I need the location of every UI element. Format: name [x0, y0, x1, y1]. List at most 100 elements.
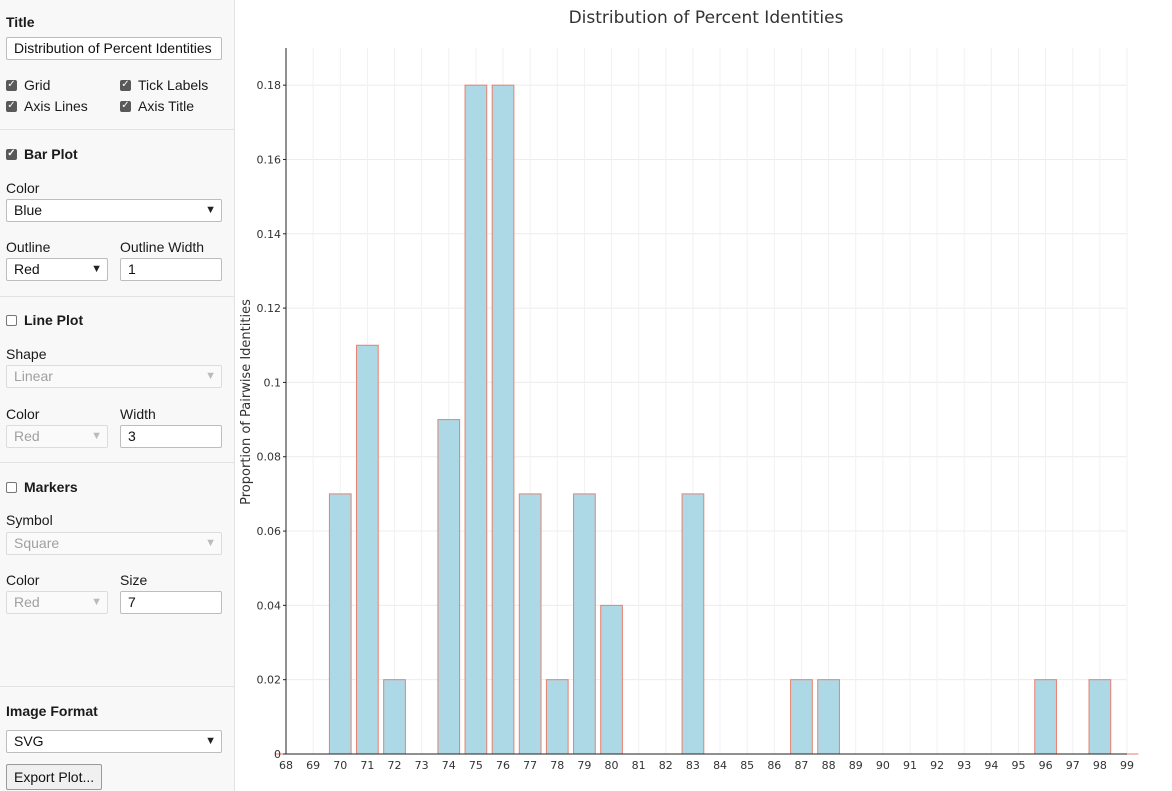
bar-plot-checkbox[interactable]: ✓ Bar Plot: [6, 146, 78, 162]
bar-80: [600, 604, 623, 755]
outline-width-label: Outline Width: [120, 239, 205, 255]
x-tick-label: 78: [550, 759, 564, 772]
bar-plot-label: Bar Plot: [24, 146, 78, 162]
y-axis-label: Proportion of Pairwise Identities: [239, 299, 254, 505]
x-tick-label: 84: [713, 759, 727, 772]
image-format-label: Image Format: [6, 703, 98, 719]
shape-value: Linear: [14, 368, 53, 384]
x-tick-label: 68: [279, 759, 293, 772]
bar-72: [383, 679, 406, 755]
check-icon: ✓: [120, 79, 131, 91]
line-color-label: Color: [6, 406, 40, 422]
line-color-select[interactable]: Red ▼: [6, 425, 108, 448]
axes: [285, 48, 1127, 755]
x-tick-label: 94: [984, 759, 998, 772]
title-label: Title: [6, 14, 35, 30]
axis-lines-label: Axis Lines: [24, 98, 88, 114]
chevron-down-icon: ▼: [205, 204, 216, 216]
x-tick-label: 89: [849, 759, 863, 772]
x-tick-label: 70: [333, 759, 347, 772]
bar-83: [681, 493, 705, 755]
checkbox-empty-icon: [6, 481, 17, 493]
chevron-down-icon: ▼: [205, 537, 216, 549]
x-tick-label: 96: [1039, 759, 1053, 772]
line-width-input[interactable]: 3: [120, 425, 222, 448]
divider: [0, 686, 235, 687]
x-tick-label: 88: [822, 759, 836, 772]
shape-select[interactable]: Linear ▼: [6, 365, 222, 388]
bar-87: [790, 679, 813, 755]
bar-71: [356, 344, 379, 755]
x-tick-label: 86: [767, 759, 781, 772]
bar-color-label: Color: [6, 180, 40, 196]
line-plot-label: Line Plot: [24, 312, 84, 328]
checkbox-empty-icon: [6, 314, 17, 326]
x-tick-label: 72: [388, 759, 402, 772]
y-tick-label: 0.02: [257, 674, 282, 687]
y-ticks: 0 0.02 0.04 0.06 0.08 0.1 0.12 0.14 0.16 0.18: [257, 79, 286, 761]
title-input[interactable]: Distribution of Percent Identities: [6, 37, 222, 60]
markers-checkbox[interactable]: Markers: [6, 479, 78, 495]
axis-lines-checkbox[interactable]: ✓ Axis Lines: [6, 98, 88, 114]
bar-96: [1034, 679, 1057, 755]
outline-select[interactable]: Red ▼: [6, 258, 108, 281]
grid-label: Grid: [24, 77, 51, 93]
bar-77: [518, 493, 542, 755]
y-tick-label: 0.04: [257, 599, 282, 612]
marker-size-input[interactable]: 7: [120, 591, 222, 614]
marker-color-label: Color: [6, 572, 40, 588]
y-tick-label: 0.16: [257, 153, 282, 166]
export-plot-button[interactable]: Export Plot...: [6, 764, 103, 790]
marker-size-label: Size: [120, 572, 148, 588]
bar-color-select[interactable]: Blue ▼: [6, 199, 222, 222]
line-width-label: Width: [120, 406, 156, 422]
symbol-select[interactable]: Square ▼: [6, 532, 222, 555]
chart: Distribution of Percent Identities Propo…: [239, 8, 1139, 772]
control-panel: Title Distribution of Percent Identities…: [0, 0, 235, 791]
divider: [0, 462, 235, 463]
divider: [0, 296, 235, 297]
chevron-down-icon: ▼: [91, 596, 102, 608]
chevron-down-icon: ▼: [205, 735, 216, 747]
y-tick-label: 0.18: [257, 79, 282, 92]
axis-title-checkbox[interactable]: ✓ Axis Title: [120, 98, 194, 114]
x-tick-label: 87: [794, 759, 808, 772]
y-tick-label: 0.12: [257, 302, 282, 315]
divider: [0, 129, 235, 130]
grid-checkbox[interactable]: ✓ Grid: [6, 77, 50, 93]
symbol-value: Square: [14, 535, 60, 551]
tick-labels-label: Tick Labels: [138, 77, 209, 93]
x-tick-label: 99: [1120, 759, 1134, 772]
x-tick-label: 69: [306, 759, 320, 772]
chart-title: Distribution of Percent Identities: [569, 8, 844, 28]
symbol-label: Symbol: [6, 512, 53, 528]
check-icon: ✓: [6, 79, 17, 91]
outline-width-input[interactable]: 1: [120, 258, 222, 281]
x-tick-label: 73: [415, 759, 429, 772]
x-tick-label: 97: [1066, 759, 1080, 772]
bars: [274, 84, 1139, 755]
markers-label: Markers: [24, 479, 78, 495]
x-tick-label: 80: [605, 759, 619, 772]
x-tick-label: 90: [876, 759, 890, 772]
image-format-select[interactable]: SVG ▼: [6, 730, 222, 753]
x-tick-label: 76: [496, 759, 510, 772]
x-tick-label: 85: [740, 759, 754, 772]
check-icon: ✓: [6, 100, 17, 112]
marker-color-value: Red: [14, 594, 40, 610]
x-tick-label: 92: [930, 759, 944, 772]
y-tick-label: 0.08: [257, 451, 282, 464]
line-color-value: Red: [14, 428, 40, 444]
x-tick-label: 81: [632, 759, 646, 772]
grid: [285, 48, 1128, 754]
x-tick-label: 75: [469, 759, 483, 772]
x-tick-label: 91: [903, 759, 917, 772]
tick-labels-checkbox[interactable]: ✓ Tick Labels: [120, 77, 208, 93]
bar-color-value: Blue: [14, 202, 43, 218]
x-tick-label: 74: [442, 759, 456, 772]
bar-78: [545, 679, 569, 755]
marker-color-select[interactable]: Red ▼: [6, 591, 108, 614]
x-tick-label: 79: [577, 759, 591, 772]
outline-label: Outline: [6, 239, 51, 255]
line-plot-checkbox[interactable]: Line Plot: [6, 312, 83, 328]
